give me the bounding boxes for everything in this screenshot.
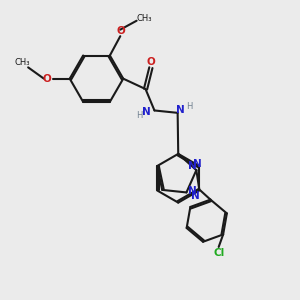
Text: N: N — [194, 159, 202, 169]
Text: O: O — [146, 57, 155, 67]
Text: CH₃: CH₃ — [137, 14, 152, 23]
Text: N: N — [176, 106, 184, 116]
Text: Cl: Cl — [213, 248, 224, 259]
Text: O: O — [117, 26, 125, 36]
Text: N: N — [142, 107, 151, 117]
Text: N: N — [191, 191, 200, 201]
Text: H: H — [186, 102, 192, 111]
Text: O: O — [43, 74, 51, 84]
Text: H: H — [136, 111, 142, 120]
Text: N: N — [188, 186, 197, 196]
Text: CH₃: CH₃ — [14, 58, 30, 67]
Text: N: N — [188, 161, 197, 171]
